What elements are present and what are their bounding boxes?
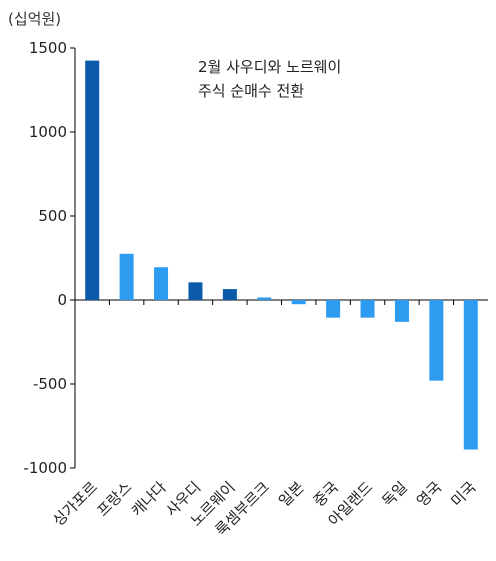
y-tick-label: 1500 (29, 39, 67, 57)
category-label-3: 캐나다 (128, 478, 170, 520)
y-tick-label: 0 (57, 291, 67, 309)
category-label-11: 영국 (413, 478, 445, 510)
bars-group (85, 60, 478, 450)
y-tick-label: 500 (38, 207, 67, 225)
category-label-7: 일본 (275, 478, 307, 510)
annotation: 2월 사우디와 노르웨이 주식 순매수 전환 (198, 58, 341, 100)
annotation-line-2: 주식 순매수 전환 (198, 82, 304, 100)
bar-12 (463, 300, 478, 450)
bar-2 (119, 253, 134, 300)
bar-7 (291, 300, 306, 305)
category-label-12: 미국 (447, 478, 479, 510)
bar-5 (222, 289, 237, 300)
bar-1 (85, 60, 100, 300)
category-label-2: 프랑스 (93, 478, 135, 520)
bar-3 (154, 267, 169, 300)
annotation-line-1: 2월 사우디와 노르웨이 (198, 58, 341, 76)
unit-label: (십억원) (8, 10, 61, 28)
category-label-1: 싱가포르 (49, 478, 101, 530)
bar-9 (360, 300, 375, 318)
bar-10 (394, 300, 409, 322)
y-tick-label: 1000 (29, 123, 67, 141)
bar-8 (326, 300, 341, 318)
y-tick-label: -500 (33, 375, 67, 393)
bar-6 (257, 297, 272, 300)
bar-11 (429, 300, 444, 381)
y-tick-label: -1000 (23, 459, 67, 477)
y-axis: 1500 1000 500 0 -500 -1000 (23, 39, 76, 477)
bar-4 (188, 282, 203, 300)
category-label-10: 독일 (379, 478, 411, 510)
